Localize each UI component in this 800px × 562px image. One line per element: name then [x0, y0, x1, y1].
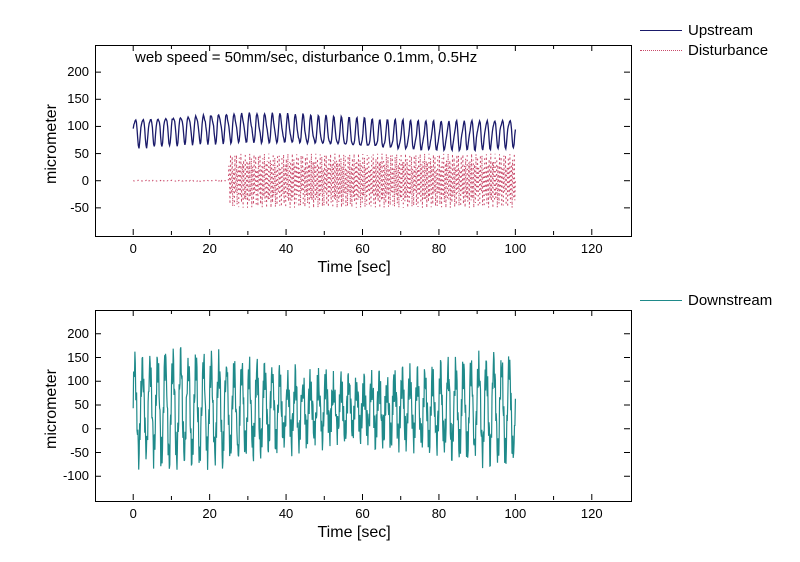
bottom-xtick-label: 120 — [580, 506, 604, 521]
bottom-xtick-label: 80 — [427, 506, 451, 521]
bottom-ylabel: micrometer — [43, 369, 61, 449]
bottom-ytick-label: 200 — [67, 326, 89, 341]
bottom-ytick-label: 50 — [75, 397, 89, 412]
legend-item: Downstream — [640, 290, 772, 310]
bottom-xtick-label: 60 — [351, 506, 375, 521]
bottom-ytick-label: 100 — [67, 373, 89, 388]
bottom-ytick-label: 0 — [82, 421, 89, 436]
bottom-xtick-label: 40 — [274, 506, 298, 521]
bottom-ytick-label: -50 — [70, 445, 89, 460]
bottom-ytick-label: -100 — [63, 468, 89, 483]
legend-label: Downstream — [688, 292, 772, 309]
bottom-ytick-label: 150 — [67, 350, 89, 365]
legend-swatch — [640, 292, 682, 308]
bottom-xtick-label: 0 — [121, 506, 145, 521]
bottom-legend: Downstream — [640, 290, 772, 310]
bottom-svg — [0, 0, 800, 562]
bottom-xlabel: Time [sec] — [318, 524, 391, 542]
bottom-xtick-label: 20 — [198, 506, 222, 521]
downstream-series — [133, 347, 515, 470]
bottom-xtick-label: 100 — [503, 506, 527, 521]
